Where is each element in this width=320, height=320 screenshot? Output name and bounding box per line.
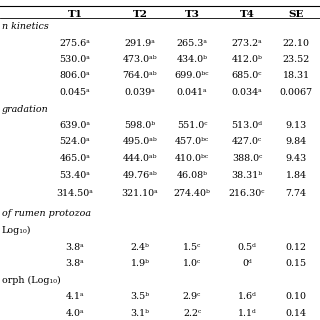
Text: 2.4ᵇ: 2.4ᵇ (131, 243, 149, 252)
Text: 0ᵈ: 0ᵈ (242, 259, 252, 268)
Text: 551.0ᶜ: 551.0ᶜ (177, 121, 207, 130)
Text: 598.0ᵇ: 598.0ᵇ (124, 121, 156, 130)
Text: 427.0ᶜ: 427.0ᶜ (232, 138, 262, 147)
Text: 457.0ᵇᶜ: 457.0ᵇᶜ (175, 138, 209, 147)
Text: 46.08ᵇ: 46.08ᵇ (177, 171, 207, 180)
Text: 699.0ᵇᶜ: 699.0ᵇᶜ (175, 71, 209, 81)
Text: 9.43: 9.43 (285, 154, 307, 163)
Text: SE: SE (288, 10, 304, 19)
Text: 9.84: 9.84 (285, 138, 307, 147)
Text: 0.10: 0.10 (285, 292, 307, 301)
Text: 764.0ᵃᵇ: 764.0ᵃᵇ (123, 71, 157, 81)
Text: 806.0ᵃ: 806.0ᵃ (60, 71, 90, 81)
Text: 2.2ᶜ: 2.2ᶜ (183, 308, 201, 317)
Text: 321.10ᵃ: 321.10ᵃ (122, 189, 158, 198)
Text: 1.9ᵇ: 1.9ᵇ (131, 259, 149, 268)
Text: T4: T4 (240, 10, 254, 19)
Text: 3.8ᵃ: 3.8ᵃ (66, 243, 84, 252)
Text: of rumen protozoa: of rumen protozoa (2, 210, 91, 219)
Text: 22.10: 22.10 (283, 38, 309, 47)
Text: T2: T2 (132, 10, 148, 19)
Text: 465.0ᵃ: 465.0ᵃ (60, 154, 91, 163)
Text: 1.0ᶜ: 1.0ᶜ (183, 259, 201, 268)
Text: 3.1ᵇ: 3.1ᵇ (131, 308, 149, 317)
Text: 530.0ᵃ: 530.0ᵃ (60, 55, 91, 64)
Text: T3: T3 (185, 10, 199, 19)
Text: 274.40ᵇ: 274.40ᵇ (173, 189, 211, 198)
Text: 513.0ᵈ: 513.0ᵈ (231, 121, 262, 130)
Text: 4.0ᵃ: 4.0ᵃ (66, 308, 84, 317)
Text: 3.8ᵃ: 3.8ᵃ (66, 259, 84, 268)
Text: 639.0ᵃ: 639.0ᵃ (60, 121, 91, 130)
Text: 4.1ᵃ: 4.1ᵃ (66, 292, 84, 301)
Text: 1.1ᵈ: 1.1ᵈ (238, 308, 256, 317)
Text: orph (Log₁₀): orph (Log₁₀) (2, 276, 61, 284)
Text: 314.50ᵃ: 314.50ᵃ (57, 189, 93, 198)
Text: n kinetics: n kinetics (2, 22, 49, 31)
Text: Log₁₀): Log₁₀) (2, 226, 31, 235)
Text: 49.76ᵃᵇ: 49.76ᵃᵇ (123, 171, 157, 180)
Text: T1: T1 (68, 10, 83, 19)
Text: 273.2ᵃ: 273.2ᵃ (232, 38, 262, 47)
Text: 3.5ᵇ: 3.5ᵇ (131, 292, 149, 301)
Text: 444.0ᵃᵇ: 444.0ᵃᵇ (123, 154, 157, 163)
Text: 23.52: 23.52 (282, 55, 310, 64)
Text: 275.6ᵃ: 275.6ᵃ (60, 38, 91, 47)
Text: 410.0ᵇᶜ: 410.0ᵇᶜ (175, 154, 209, 163)
Text: 0.12: 0.12 (285, 243, 307, 252)
Text: 7.74: 7.74 (285, 189, 307, 198)
Text: 473.0ᵃᵇ: 473.0ᵃᵇ (123, 55, 157, 64)
Text: 9.13: 9.13 (285, 121, 307, 130)
Text: 1.6ᵈ: 1.6ᵈ (237, 292, 256, 301)
Text: 1.5ᶜ: 1.5ᶜ (183, 243, 201, 252)
Text: 0.15: 0.15 (285, 259, 307, 268)
Text: 388.0ᶜ: 388.0ᶜ (232, 154, 262, 163)
Text: 0.5ᵈ: 0.5ᵈ (237, 243, 256, 252)
Text: 18.31: 18.31 (283, 71, 309, 81)
Text: 53.40ᵃ: 53.40ᵃ (60, 171, 91, 180)
Text: 434.0ᵇ: 434.0ᵇ (177, 55, 207, 64)
Text: 216.30ᶜ: 216.30ᶜ (229, 189, 265, 198)
Text: 0.045ᵃ: 0.045ᵃ (60, 88, 90, 97)
Text: 2.9ᶜ: 2.9ᶜ (183, 292, 201, 301)
Text: 495.0ᵃᵇ: 495.0ᵃᵇ (123, 138, 157, 147)
Text: 38.31ᵇ: 38.31ᵇ (231, 171, 263, 180)
Text: 1.84: 1.84 (285, 171, 307, 180)
Text: 685.0ᶜ: 685.0ᶜ (232, 71, 262, 81)
Text: 265.3ᵃ: 265.3ᵃ (177, 38, 207, 47)
Text: 0.0067: 0.0067 (279, 88, 313, 97)
Text: gradation: gradation (2, 105, 49, 114)
Text: 0.041ᵃ: 0.041ᵃ (177, 88, 207, 97)
Text: 0.14: 0.14 (285, 308, 307, 317)
Text: 524.0ᵃ: 524.0ᵃ (60, 138, 90, 147)
Text: 0.039ᵃ: 0.039ᵃ (124, 88, 156, 97)
Text: 412.0ᵇ: 412.0ᵇ (232, 55, 262, 64)
Text: 291.9ᵃ: 291.9ᵃ (124, 38, 156, 47)
Text: 0.034ᵃ: 0.034ᵃ (232, 88, 262, 97)
